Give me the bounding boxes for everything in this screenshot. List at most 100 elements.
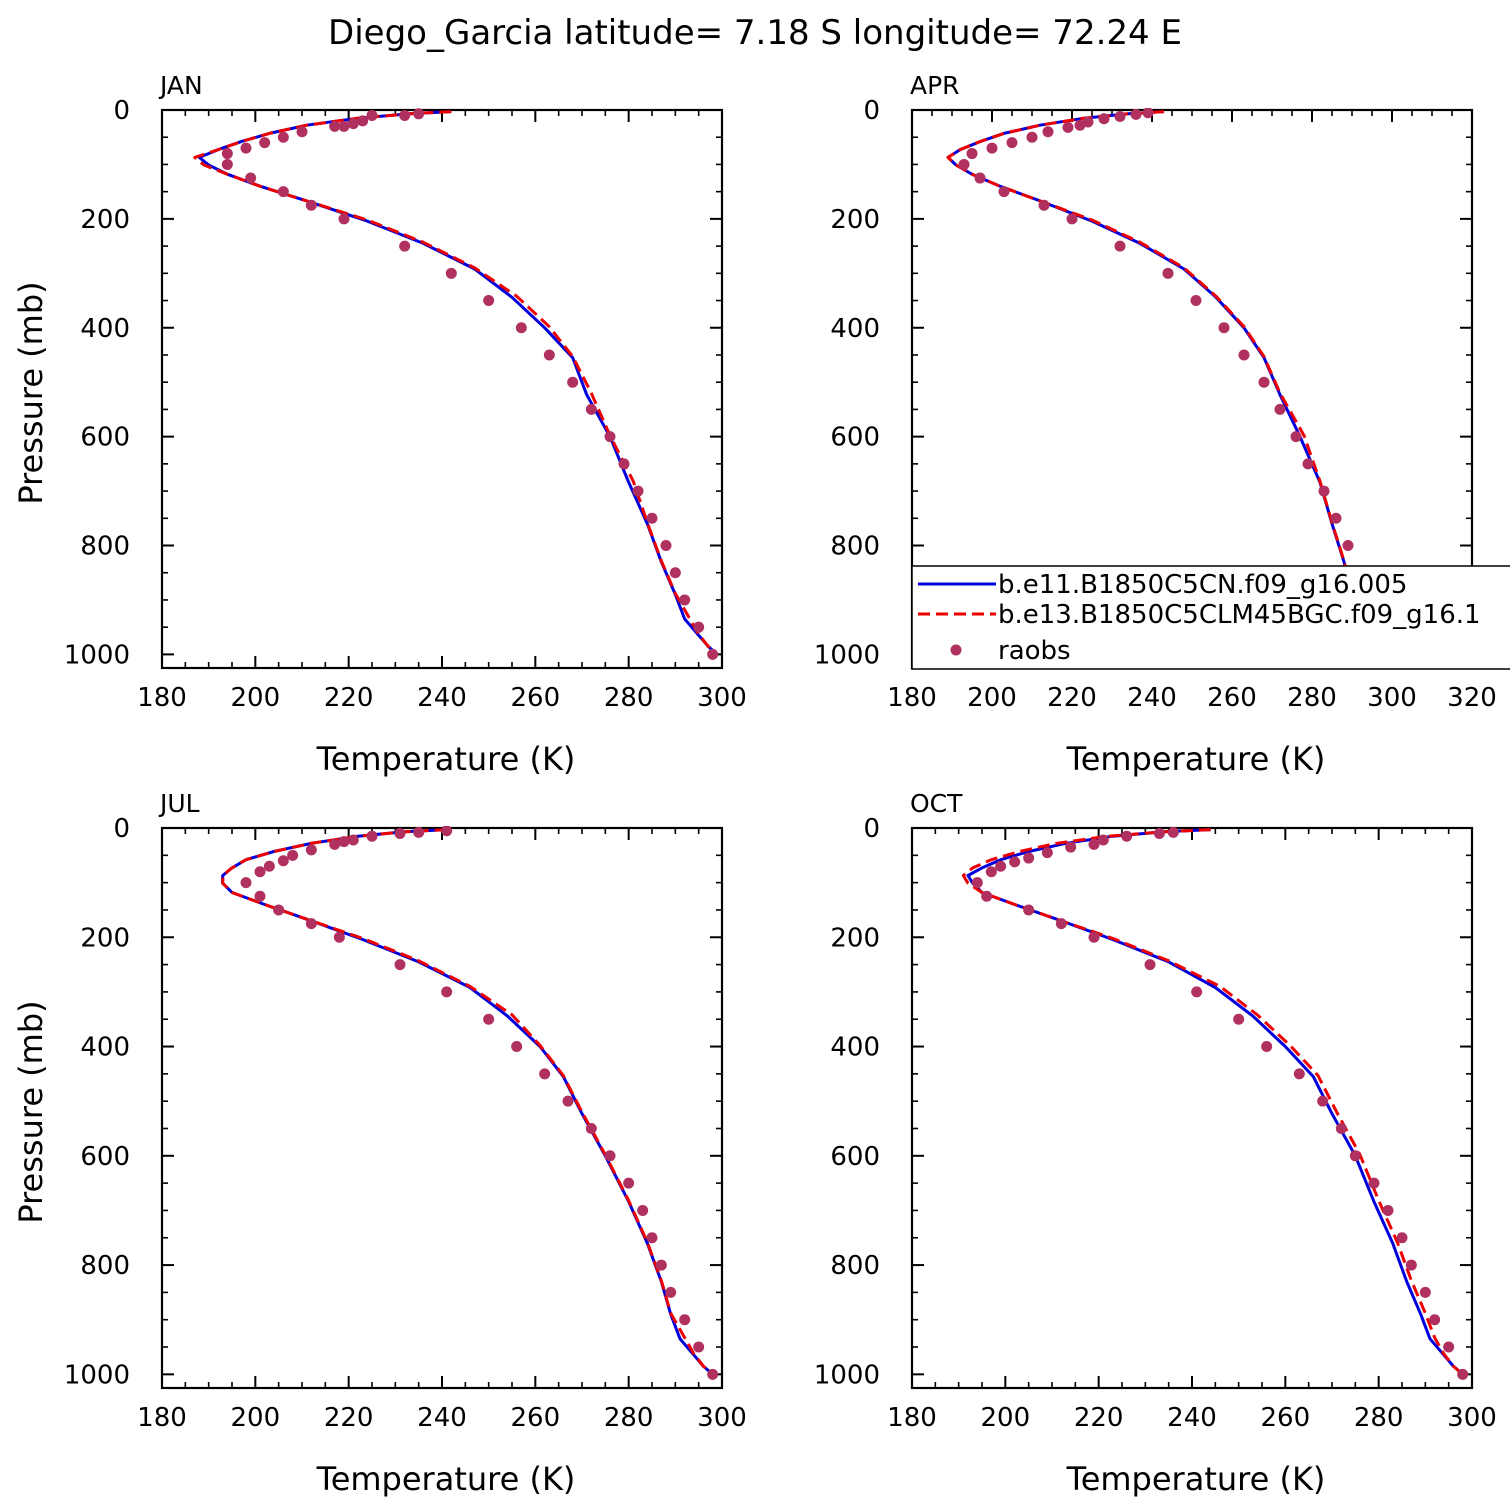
y-tick-label: 0 bbox=[113, 96, 130, 126]
x-axis-label: Temperature (K) bbox=[1066, 740, 1326, 778]
x-tick-label: 240 bbox=[417, 1403, 467, 1433]
x-tick-label: 280 bbox=[604, 1403, 654, 1433]
legend-box: b.e11.B1850C5CN.f09_g16.005b.e13.B1850C5… bbox=[911, 565, 1510, 670]
x-tick-label: 180 bbox=[887, 1403, 937, 1433]
raobs-point bbox=[646, 1232, 658, 1244]
raobs-point bbox=[347, 834, 359, 846]
raobs-point bbox=[646, 512, 658, 524]
raobs-point bbox=[441, 986, 453, 998]
raobs-point bbox=[585, 403, 597, 415]
raobs-point bbox=[441, 826, 453, 837]
raobs-point bbox=[240, 142, 252, 154]
x-tick-label: 220 bbox=[324, 1403, 374, 1433]
raobs-point bbox=[966, 148, 978, 160]
raobs-point bbox=[240, 877, 252, 889]
raobs-point bbox=[1167, 826, 1179, 838]
raobs-point bbox=[329, 838, 341, 850]
raobs-point bbox=[1153, 827, 1165, 839]
raobs-point bbox=[567, 376, 579, 388]
x-tick-label: 220 bbox=[1074, 1403, 1124, 1433]
raobs-point bbox=[221, 158, 233, 170]
raobs-point bbox=[273, 904, 285, 916]
raobs-point bbox=[679, 1314, 691, 1326]
raobs-point bbox=[669, 567, 681, 579]
plot-area bbox=[193, 108, 719, 660]
raobs-point bbox=[985, 866, 997, 878]
raobs-point bbox=[296, 126, 308, 138]
x-tick-label: 200 bbox=[967, 683, 1017, 713]
raobs-point bbox=[604, 431, 616, 443]
y-tick-label: 400 bbox=[80, 1033, 130, 1063]
y-tick-label: 800 bbox=[830, 532, 880, 562]
raobs-point bbox=[1042, 126, 1054, 138]
raobs-point bbox=[660, 540, 672, 552]
raobs-point bbox=[1088, 838, 1100, 850]
panel-apr: 180 200 220 240 260 280 300 320 0 200 400 600 800 100… bbox=[814, 71, 1497, 778]
raobs-point bbox=[1144, 959, 1156, 971]
raobs-point bbox=[1218, 322, 1230, 334]
y-tick-label: 0 bbox=[863, 814, 880, 844]
raobs-point bbox=[623, 1177, 635, 1189]
raobs-point bbox=[287, 849, 299, 861]
raobs-point bbox=[1038, 199, 1050, 211]
y-tick-label: 600 bbox=[80, 1142, 130, 1172]
x-tick-label: 220 bbox=[324, 683, 374, 713]
panels: 180 200 220 240 260 280 300 0 200 400 600 800 1000 JA… bbox=[12, 71, 1497, 1498]
x-tick-label: 280 bbox=[1354, 1403, 1404, 1433]
y-tick-label: 0 bbox=[113, 814, 130, 844]
panel-label: APR bbox=[910, 71, 960, 100]
y-tick-label: 800 bbox=[830, 1251, 880, 1281]
raobs-point bbox=[665, 1286, 677, 1298]
plot-frame bbox=[910, 826, 1474, 1390]
raobs-point bbox=[1443, 1341, 1455, 1353]
raobs-point bbox=[1114, 240, 1126, 252]
y-tick-label: 400 bbox=[80, 314, 130, 344]
raobs-point bbox=[399, 109, 411, 121]
x-tick-label: 300 bbox=[1447, 1403, 1497, 1433]
figure-title: Diego_Garcia latitude= 7.18 S longitude=… bbox=[328, 13, 1182, 53]
y-tick-label: 600 bbox=[830, 423, 880, 453]
raobs-point bbox=[562, 1095, 574, 1107]
panel-jul: 180 200 220 240 260 280 300 0 200 400 600 800 1000 JU… bbox=[12, 789, 747, 1498]
raobs-point bbox=[1405, 1259, 1417, 1271]
raobs-point bbox=[1162, 267, 1174, 279]
raobs-point bbox=[366, 109, 378, 121]
x-tick-label: 260 bbox=[511, 683, 561, 713]
raobs-point bbox=[1290, 431, 1302, 443]
raobs-point bbox=[1293, 1068, 1305, 1080]
x-tick-label: 180 bbox=[137, 1403, 187, 1433]
raobs-point bbox=[1335, 1122, 1347, 1134]
x-tick-label: 240 bbox=[1127, 683, 1177, 713]
raobs-point bbox=[394, 959, 406, 971]
raobs-point bbox=[254, 890, 266, 902]
x-tick-label: 200 bbox=[231, 683, 281, 713]
x-tick-label: 260 bbox=[1261, 1403, 1311, 1433]
raobs-point bbox=[1006, 137, 1018, 149]
y-tick-label: 200 bbox=[80, 923, 130, 953]
raobs-point bbox=[1009, 856, 1021, 868]
x-tick-label: 240 bbox=[1167, 1403, 1217, 1433]
raobs-point bbox=[254, 866, 266, 878]
x-tick-label: 200 bbox=[231, 1403, 281, 1433]
raobs-point bbox=[679, 594, 691, 606]
raobs-point bbox=[394, 827, 406, 839]
raobs-point bbox=[693, 621, 705, 633]
x-tick-label: 300 bbox=[697, 1403, 747, 1433]
raobs-point bbox=[995, 860, 1007, 872]
raobs-point bbox=[333, 931, 345, 943]
model-line-b-e11 bbox=[966, 828, 1464, 1376]
raobs-point bbox=[1142, 108, 1154, 119]
raobs-point bbox=[1114, 111, 1126, 123]
raobs-point bbox=[1302, 458, 1314, 470]
raobs-point bbox=[604, 1150, 616, 1162]
raobs-point bbox=[338, 213, 350, 225]
raobs-point bbox=[998, 186, 1010, 198]
x-axis-label: Temperature (K) bbox=[316, 740, 576, 778]
panel-label: JUL bbox=[158, 789, 200, 818]
x-tick-label: 240 bbox=[417, 683, 467, 713]
raobs-point bbox=[413, 826, 425, 838]
x-axis-label: Temperature (K) bbox=[1066, 1460, 1326, 1498]
raobs-point bbox=[1233, 1013, 1245, 1025]
raobs-point bbox=[974, 172, 986, 184]
